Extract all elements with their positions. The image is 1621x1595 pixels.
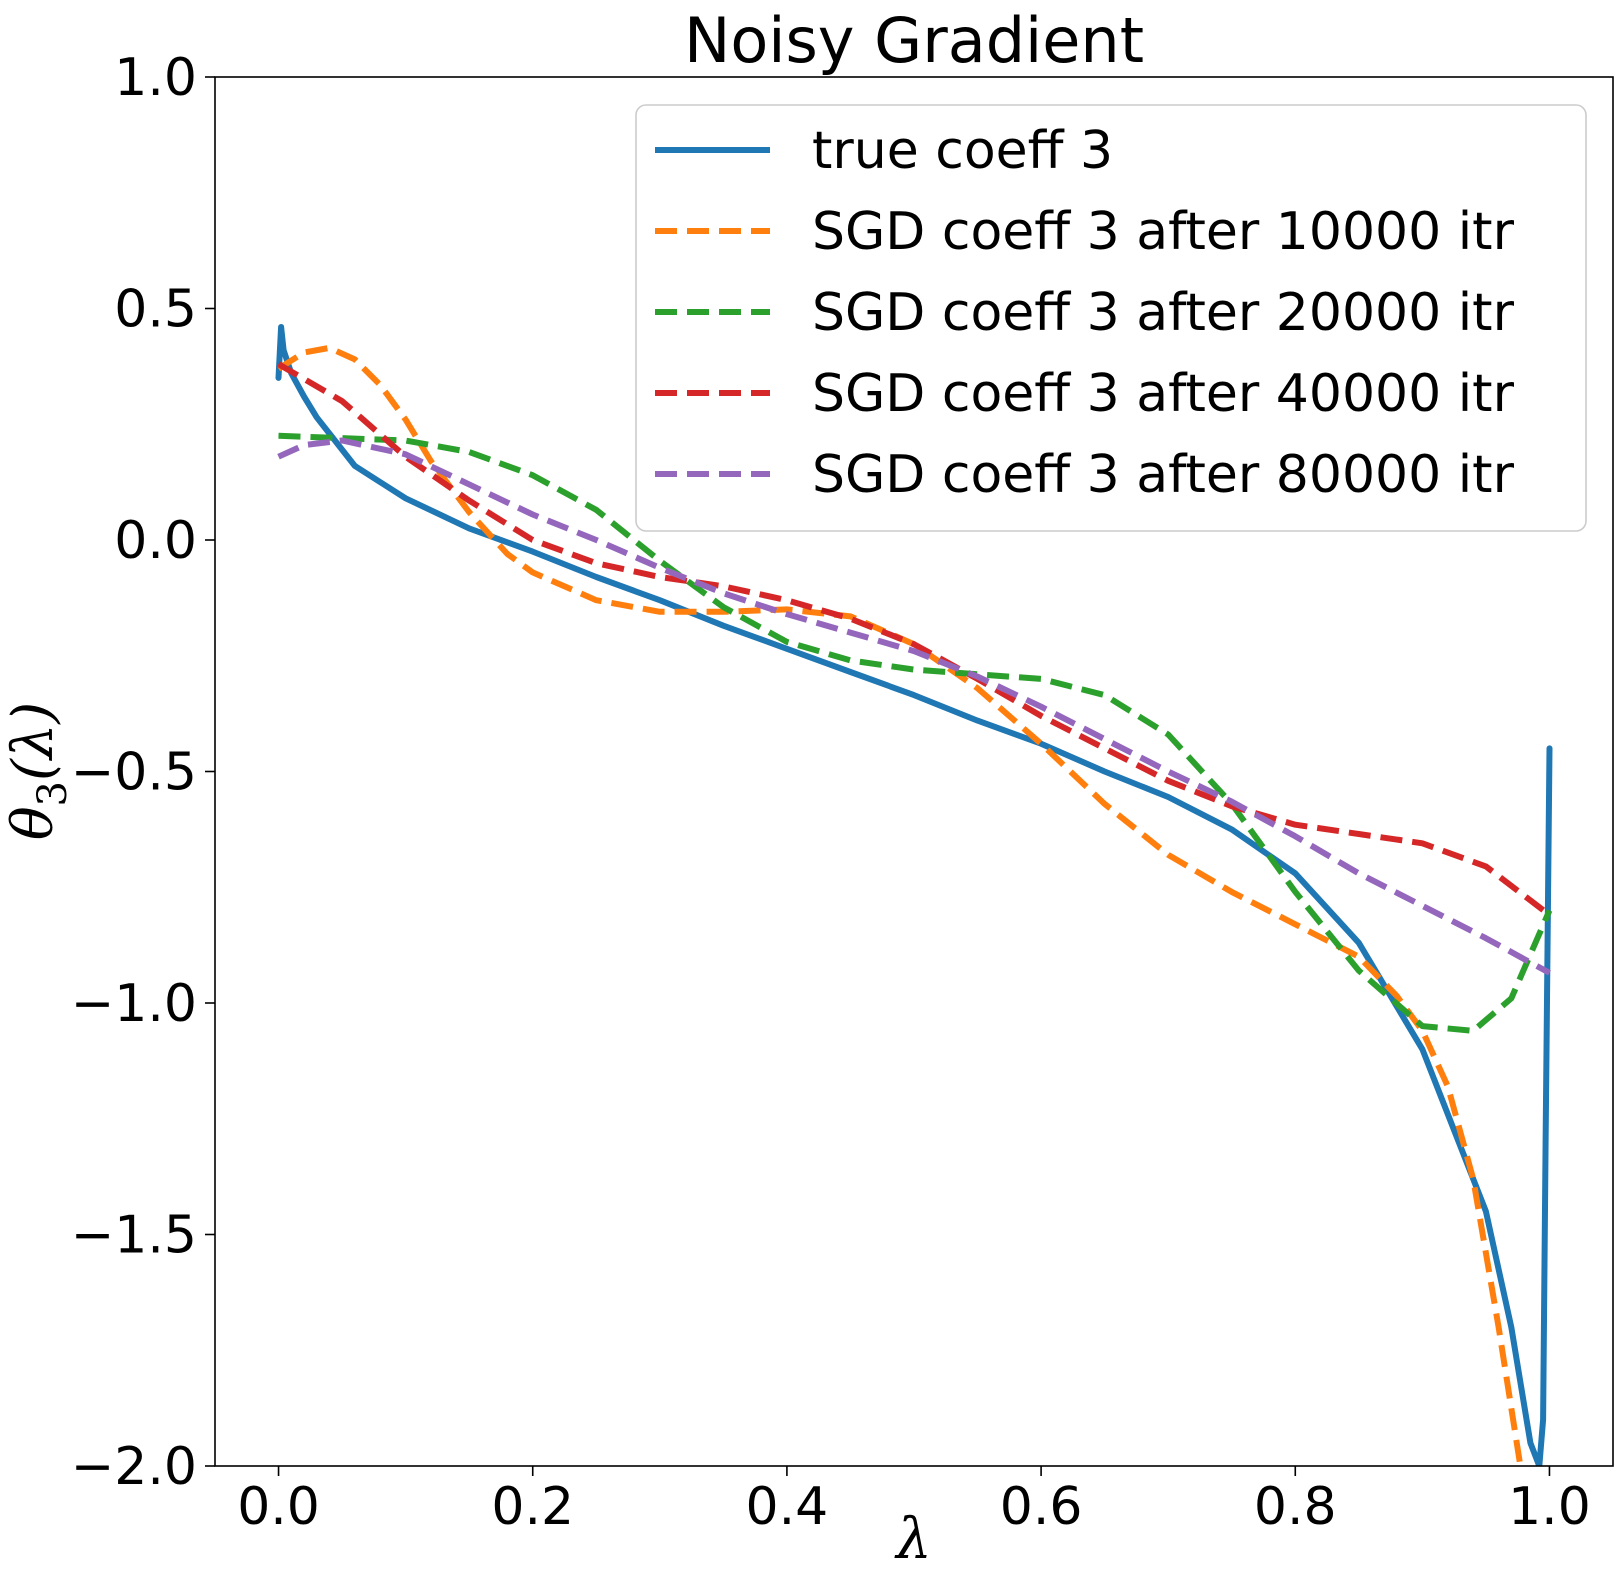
legend-label-2: SGD coeff 3 after 20000 itr xyxy=(812,283,1515,343)
legend-label-0: true coeff 3 xyxy=(812,121,1113,181)
x-tick-label: 0.6 xyxy=(1000,1477,1083,1537)
x-tick-label: 1.0 xyxy=(1508,1477,1591,1537)
y-axis-label-base: θ xyxy=(1,806,66,840)
series-layer xyxy=(275,324,1553,1466)
legend-box xyxy=(635,104,1587,532)
y-axis-label-subscript: 3 xyxy=(30,781,76,806)
series-line-1 xyxy=(276,344,1524,1466)
x-tick-label: 0.8 xyxy=(1254,1477,1337,1537)
series-line-3 xyxy=(276,361,1552,918)
y-tick-label: −2.0 xyxy=(71,1437,197,1497)
x-tick-label: 0.4 xyxy=(746,1477,829,1537)
y-axis-label: θ3(λ) xyxy=(1,702,76,840)
chart-title: Noisy Gradient xyxy=(684,4,1144,77)
y-axis: 1.0 0.5 0.0 −0.5 −1.0 −1.5 −2.0 xyxy=(71,48,215,1497)
legend-label-1: SGD coeff 3 after 10000 itr xyxy=(812,202,1515,262)
y-tick-label: 0.5 xyxy=(114,280,197,340)
legend: true coeff 3 SGD coeff 3 after 10000 itr S… xyxy=(635,104,1587,532)
x-tick-label: 0.2 xyxy=(491,1477,574,1537)
legend-label-4: SGD coeff 3 after 80000 itr xyxy=(812,445,1515,505)
y-tick-label: 0.0 xyxy=(114,511,197,571)
x-axis: 0.0 0.2 0.4 0.6 0.8 1.0 xyxy=(237,1466,1591,1537)
y-tick-label: −1.0 xyxy=(71,974,197,1034)
legend-label-3: SGD coeff 3 after 40000 itr xyxy=(812,364,1515,424)
y-axis-label-suffix: (λ) xyxy=(1,702,66,781)
y-tick-label: 1.0 xyxy=(114,48,197,108)
series-line-0 xyxy=(275,324,1553,1466)
y-tick-label: −0.5 xyxy=(71,743,197,803)
x-tick-label: 0.0 xyxy=(237,1477,320,1537)
y-tick-label: −1.5 xyxy=(71,1206,197,1266)
series-line-2 xyxy=(278,432,1553,1034)
x-axis-label: λ xyxy=(894,1507,932,1572)
series-line-4 xyxy=(277,437,1551,976)
